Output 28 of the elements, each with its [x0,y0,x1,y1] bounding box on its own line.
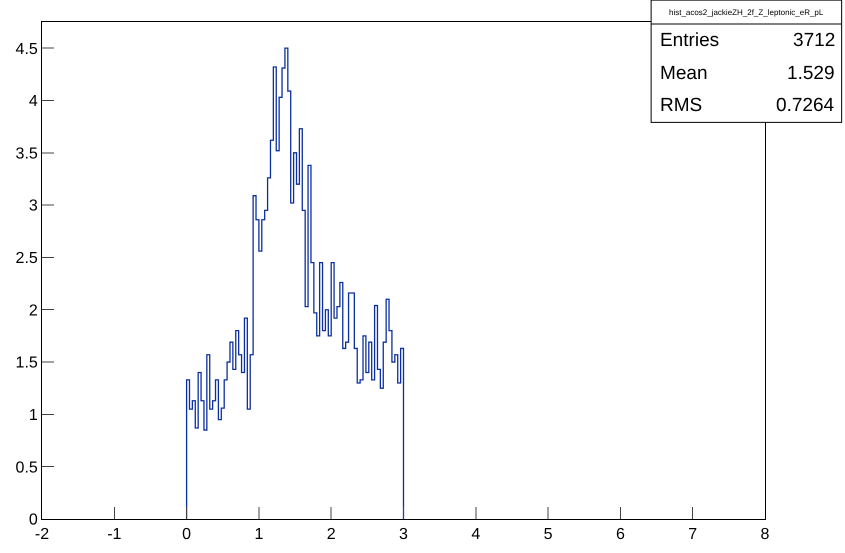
x-tick-label: 7 [688,526,698,544]
y-tick-label: 1 [28,406,38,424]
annotation: RMS [660,95,702,116]
x-tick-label: 0 [182,526,192,544]
text: 1.529 [787,63,835,84]
y-tick-label: 1.5 [16,354,38,372]
x-tick-label: 2 [326,526,336,544]
y-tick-label: 0 [28,512,38,529]
x-tick-label: 5 [544,526,553,544]
y-tick-label: 4 [28,93,38,110]
y-tick-label: 3.5 [16,145,38,162]
x-tick-label: 6 [616,526,625,544]
x-tick-label: 3 [399,526,408,544]
y-tick-label: 2 [28,302,38,320]
y-tick-label: 3 [28,198,38,215]
y-tick-label: 0.5 [16,459,38,476]
x-tick-label: 1 [254,526,264,544]
text: 3712 [793,30,836,51]
y-tick-label: 2.5 [16,250,38,268]
x-tick-label: 4 [471,526,480,544]
annotation: Entries [660,30,720,51]
annotation: Mean [660,63,708,84]
text: hist_acos2_jackieZH_2f_Z_leptonic_eR_pL [669,8,824,17]
x-tick-label: -2 [34,526,50,544]
x-tick-label: 8 [760,526,770,544]
y-tick-label: 4.5 [16,40,38,58]
x-tick-label: -1 [107,526,122,544]
text: 0.7264 [776,95,835,116]
